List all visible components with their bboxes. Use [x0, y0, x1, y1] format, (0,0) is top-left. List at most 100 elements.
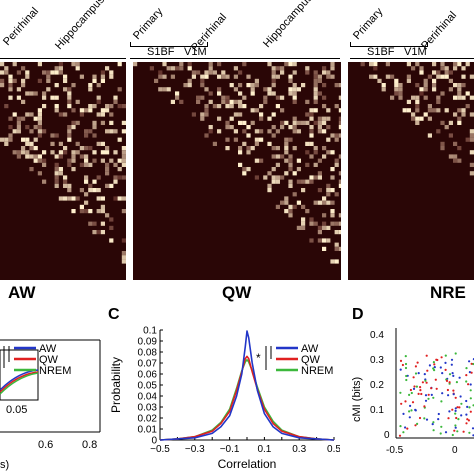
- matrix-cell: [305, 66, 310, 71]
- matrix-cell: [288, 167, 293, 172]
- matrix-cell: [88, 188, 93, 193]
- matrix-cell: [79, 74, 84, 79]
- panel-d-point: [408, 416, 411, 419]
- matrix-cell: [326, 70, 331, 75]
- panel-d-point: [420, 392, 423, 396]
- matrix-cell: [444, 108, 449, 113]
- panel-c-ytick-label: 0.1: [143, 326, 157, 337]
- matrix-cell: [419, 87, 424, 92]
- matrix-cell: [284, 146, 289, 151]
- matrix-cell: [109, 238, 114, 243]
- matrix-cell: [75, 120, 80, 125]
- matrix-cell: [469, 74, 474, 79]
- matrix-cell: [292, 192, 297, 197]
- matrix-cell: [326, 137, 331, 142]
- matrix-cell: [444, 74, 449, 79]
- matrix-cell: [288, 125, 293, 130]
- matrix-cell: [390, 95, 395, 100]
- panel-d-xtick-neg05: -0.5: [386, 445, 404, 456]
- matrix-cell: [246, 133, 251, 138]
- matrix-cell: [100, 209, 105, 214]
- matrix-cell: [330, 133, 335, 138]
- matrix-cell: [63, 78, 68, 83]
- matrix-cell: [238, 70, 243, 75]
- matrix-cell: [54, 133, 59, 138]
- matrix-cell: [196, 99, 201, 104]
- matrix-cell: [42, 179, 47, 184]
- matrix-cell: [29, 141, 34, 146]
- matrix-cell: [334, 83, 339, 88]
- matrix-cell: [461, 108, 466, 113]
- matrix-cell: [411, 66, 416, 71]
- matrix-cell: [326, 150, 331, 155]
- matrix-cell: [225, 74, 230, 79]
- panel-d-point: [468, 371, 471, 374]
- matrix-cell: [322, 146, 327, 151]
- matrix-cell: [313, 99, 318, 104]
- matrix-cell: [88, 87, 93, 92]
- panel-d-point: [416, 422, 419, 425]
- matrix-cell: [453, 95, 458, 100]
- matrix-cell: [373, 62, 378, 67]
- matrix-cell: [301, 204, 306, 209]
- panel-d-point: [454, 426, 457, 429]
- panel-d-point: [411, 401, 415, 404]
- matrix-cell: [238, 146, 243, 151]
- matrix-cell: [448, 70, 453, 75]
- matrix-cell: [338, 120, 341, 125]
- matrix-cell: [440, 146, 445, 151]
- matrix-cell: [254, 129, 259, 134]
- matrix-cell: [67, 158, 72, 163]
- nrem-bracket-primary: [350, 42, 428, 47]
- matrix-cell: [0, 70, 5, 75]
- matrix-cell: [288, 162, 293, 167]
- matrix-cell: [92, 78, 97, 83]
- matrix-cell: [16, 129, 21, 134]
- matrix-cell: [275, 154, 280, 159]
- matrix-cell: [58, 66, 63, 71]
- matrix-cell: [381, 83, 386, 88]
- matrix-cell: [221, 99, 226, 104]
- matrix-cell: [84, 133, 89, 138]
- matrix-cell: [317, 91, 322, 96]
- matrix-cell: [113, 162, 118, 167]
- matrix-cell: [457, 91, 462, 96]
- matrix-cell: [204, 87, 209, 92]
- matrix-cell: [121, 129, 126, 134]
- matrix-cell: [46, 78, 51, 83]
- matrix-cell: [187, 66, 192, 71]
- matrix-cell: [92, 221, 97, 226]
- panel-b-inset-qw-line: [0, 371, 39, 393]
- matrix-cell: [50, 150, 55, 155]
- matrix-cell: [92, 150, 97, 155]
- matrix-cell: [301, 221, 306, 226]
- matrix-cell: [96, 141, 101, 146]
- panel-d-point: [456, 430, 459, 433]
- matrix-cell: [453, 62, 458, 67]
- matrix-cell: [75, 141, 80, 146]
- matrix-cell: [415, 104, 420, 109]
- matrix-cell: [4, 104, 9, 109]
- matrix-cell: [322, 95, 327, 100]
- matrix-cell: [25, 154, 30, 159]
- panel-d-point: [398, 434, 402, 437]
- matrix-cell: [288, 62, 293, 67]
- panel-d-point: [460, 402, 463, 405]
- panel-b-inset: [0, 349, 39, 401]
- matrix-cell: [204, 74, 209, 79]
- panel-d-point: [409, 388, 412, 392]
- matrix-cell: [84, 175, 89, 180]
- matrix-cell: [275, 74, 280, 79]
- panel-c-ylabel: Probability: [109, 357, 123, 413]
- matrix-cell: [296, 167, 301, 172]
- qw-bracket-primary: [130, 42, 208, 47]
- matrix-cell: [179, 99, 184, 104]
- panel-d-point: [402, 431, 405, 434]
- panel-d-point: [414, 424, 417, 427]
- matrix-cell: [271, 154, 276, 159]
- matrix-cell: [457, 146, 462, 151]
- matrix-cell: [317, 158, 322, 163]
- matrix-cell: [166, 66, 171, 71]
- panel-d-point: [425, 381, 428, 384]
- panel-d-point: [437, 418, 440, 421]
